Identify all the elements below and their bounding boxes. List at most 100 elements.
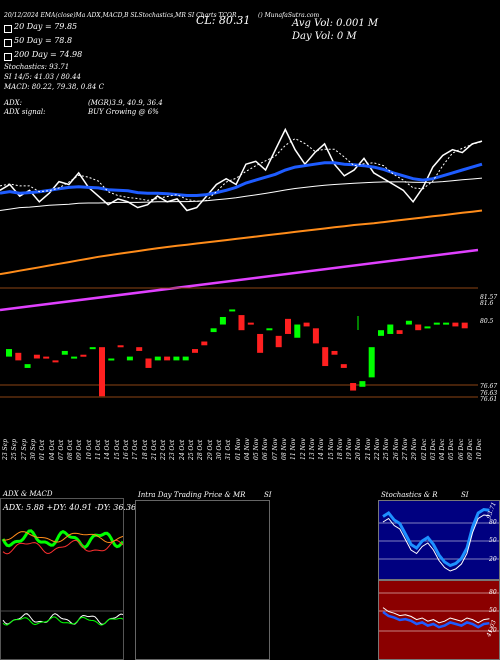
date-label: 10 Oct xyxy=(85,439,93,460)
date-label: 08 Oct xyxy=(67,439,75,460)
ma200-label: 200 Day = 74.98 xyxy=(14,50,83,59)
date-label: 18 Nov xyxy=(336,438,344,460)
date-label: 24 Oct xyxy=(178,439,186,460)
intraday-title: Intra Day Trading Price & MR xyxy=(138,491,246,499)
price-level-4: 76.67 xyxy=(480,383,498,390)
date-label: 29 Oct xyxy=(206,439,214,460)
stoch-k-line xyxy=(382,507,490,568)
date-label: 11 Oct xyxy=(95,439,102,460)
candle-42 xyxy=(396,330,403,334)
stochastics-lines xyxy=(379,507,499,572)
stoch-grid-80: 80 xyxy=(489,519,497,526)
header-top-line: 20/12/2024 EMA(close)Ma ADX,MACD,B SLSto… xyxy=(4,12,237,19)
date-label: 11 Nov xyxy=(290,438,298,460)
date-label: 14 Nov xyxy=(318,438,326,460)
date-label: 27 Sep xyxy=(20,438,28,460)
candle-48 xyxy=(452,322,459,327)
candle-36 xyxy=(340,364,347,368)
date-label: 20 Nov xyxy=(355,438,363,460)
stoch-grid-20: 20 xyxy=(489,556,497,563)
date-label: 28 Oct xyxy=(197,439,205,460)
si-lines xyxy=(379,592,499,632)
adx-minus-line xyxy=(2,539,123,555)
candle-31 xyxy=(294,324,301,338)
date-label: 23 Sep xyxy=(2,438,9,460)
candle-32 xyxy=(303,322,310,327)
price-level-1: 81.57 xyxy=(480,294,498,301)
series-line-2 xyxy=(0,177,483,211)
candle-23 xyxy=(219,316,226,325)
adx-signal-label: ADX signal: xyxy=(4,108,46,116)
candle-18 xyxy=(173,356,180,361)
candle-14 xyxy=(136,347,143,351)
si-grid-50: 50 xyxy=(489,607,497,614)
date-label: 12 Nov xyxy=(299,438,307,460)
date-label: 04 Nov xyxy=(243,438,251,460)
si-line xyxy=(382,610,490,629)
candle-37 xyxy=(350,383,357,391)
adx-label: ADX: xyxy=(4,99,23,107)
candle-27 xyxy=(257,333,264,353)
date-label: 10 Dec xyxy=(476,438,484,460)
day-vol: Day Vol: 0 M xyxy=(292,31,357,42)
candle-13 xyxy=(126,356,133,361)
date-label: 05 Dec xyxy=(448,438,456,460)
candle-8 xyxy=(80,354,87,357)
adx-plus-line xyxy=(1,529,123,549)
adx-lines xyxy=(1,529,123,626)
candle-47 xyxy=(443,322,450,325)
candle-34 xyxy=(322,347,329,367)
intraday-panel: Intra Day Trading Price & MR SI xyxy=(135,491,272,660)
candle-29 xyxy=(275,335,282,348)
date-label: 25 Oct xyxy=(188,439,195,460)
date-label: 01 Nov xyxy=(234,438,242,460)
date-label: 25 Sep xyxy=(11,438,19,460)
stoch-d-line xyxy=(382,514,490,572)
series-line-0 xyxy=(0,127,483,212)
date-label: 31 Oct xyxy=(225,439,233,460)
candle-6 xyxy=(61,350,68,355)
date-label: 01 Oct xyxy=(39,439,47,460)
si-grid-20: 20 xyxy=(489,627,497,634)
adx-panel-readout: ADX: 5.88 +DY: 40.91 -DY: 36.36 xyxy=(3,503,137,512)
candle-49 xyxy=(461,322,468,329)
candle-3 xyxy=(33,354,40,359)
series-line-3 xyxy=(0,209,483,276)
candle-9 xyxy=(89,347,96,350)
candle-46 xyxy=(433,322,440,325)
date-label: 07 Nov xyxy=(271,438,279,460)
candle-30 xyxy=(285,318,291,334)
candle-40 xyxy=(378,330,384,336)
ma20-swatch xyxy=(4,25,12,33)
date-label: 16 Oct xyxy=(122,439,130,460)
series-line-1 xyxy=(0,161,483,197)
candle-5 xyxy=(52,360,59,363)
candle-21 xyxy=(201,341,208,346)
munafa-label: () MunafaSutra.com xyxy=(258,12,320,19)
date-label: 25 Nov xyxy=(383,438,391,460)
date-label: 22 Nov xyxy=(374,438,381,460)
date-label: 03 Dec xyxy=(429,438,437,460)
ma20-label: 20 Day = 79.85 xyxy=(14,22,78,31)
candle-4 xyxy=(43,356,50,359)
adx-panel-title: ADX & MACD xyxy=(3,490,53,498)
candle-10 xyxy=(99,347,105,397)
stoch-readout: Stochastics: 93.71 xyxy=(4,63,70,71)
candle-11 xyxy=(108,358,115,361)
adx-line xyxy=(2,531,123,544)
candle-22 xyxy=(210,328,217,333)
candle-16 xyxy=(154,356,161,361)
date-label: 30 Oct xyxy=(215,439,223,460)
candle-43 xyxy=(405,320,412,325)
date-label: 30 Sep xyxy=(29,438,37,460)
candle-7 xyxy=(71,356,78,359)
date-label: 26 Nov xyxy=(392,438,400,460)
si-signal-line xyxy=(382,607,490,624)
candle-15 xyxy=(145,358,152,368)
main-price-chart xyxy=(0,127,483,398)
candle-24 xyxy=(229,309,236,312)
candle-12 xyxy=(117,345,124,348)
date-label: 07 Oct xyxy=(57,439,65,460)
price-level-5: 76.63 xyxy=(480,390,498,397)
date-label: 06 Nov xyxy=(262,438,270,460)
